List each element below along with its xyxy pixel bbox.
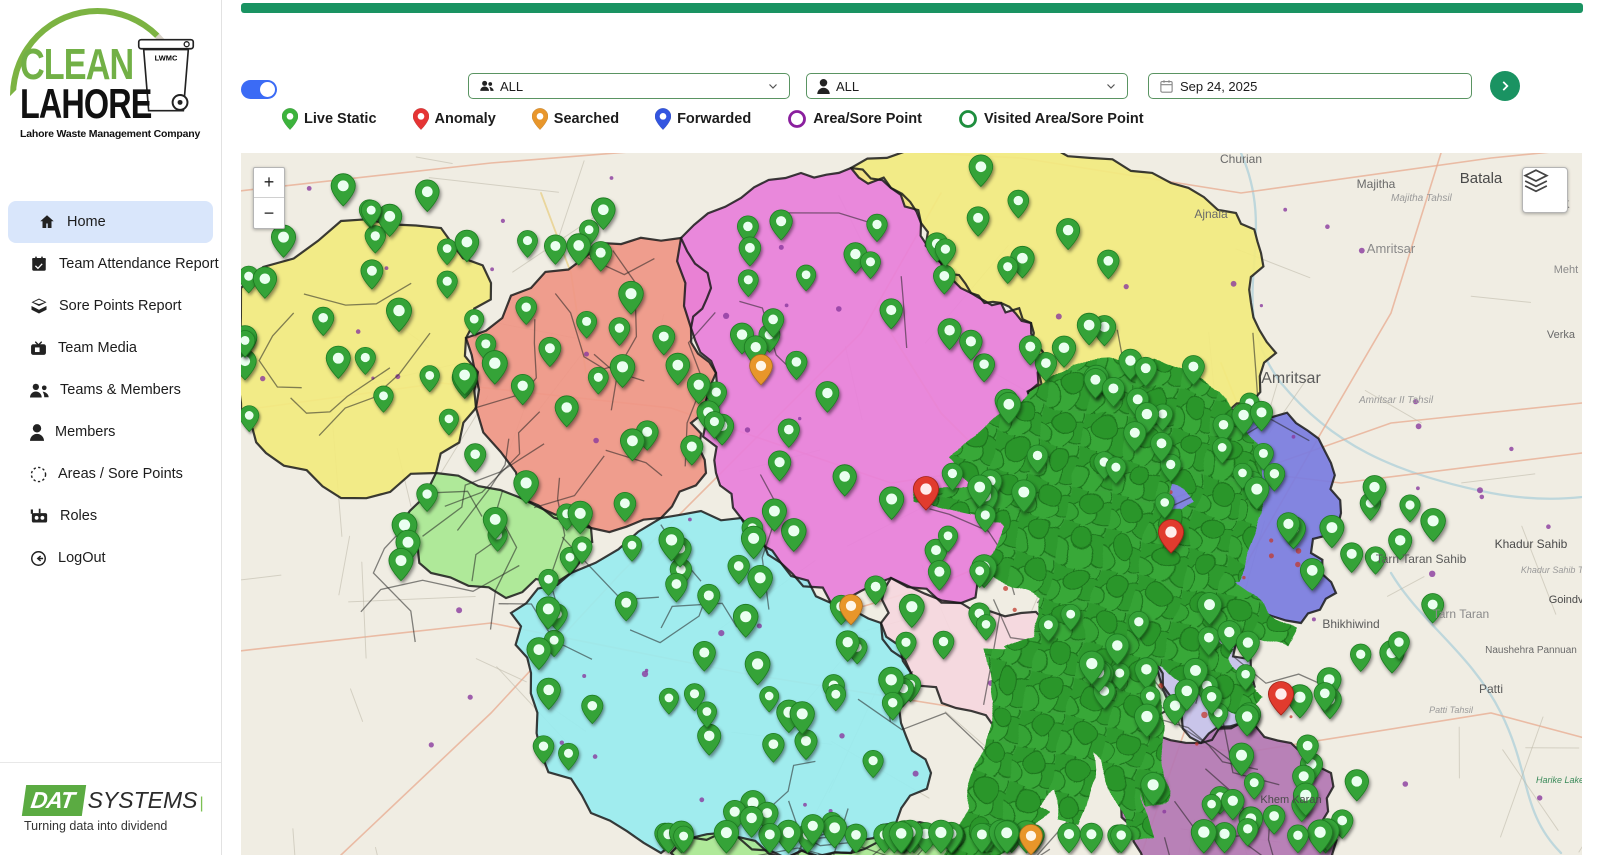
svg-text:Majitha Tahsil: Majitha Tahsil <box>1391 193 1453 204</box>
svg-text:Ajnala: Ajnala <box>1194 207 1228 221</box>
svg-text:Verka: Verka <box>1547 329 1576 341</box>
svg-text:Amritsar: Amritsar <box>1367 241 1416 256</box>
svg-text:Goindval Sahib: Goindval Sahib <box>1549 594 1582 606</box>
svg-text:Harike Lake WLS: Harike Lake WLS <box>1536 775 1582 785</box>
svg-text:Patti: Patti <box>1479 682 1503 696</box>
svg-text:Majitha: Majitha <box>1357 177 1396 191</box>
svg-text:Tarn Taran Sahib: Tarn Taran Sahib <box>1376 552 1467 566</box>
svg-text:Churian: Churian <box>1220 153 1262 166</box>
svg-text:Khadur Sahib: Khadur Sahib <box>1495 537 1568 551</box>
svg-text:Amritsar: Amritsar <box>1261 370 1321 387</box>
svg-text:Batala: Batala <box>1460 170 1503 187</box>
svg-text:Naushehra Pannuan: Naushehra Pannuan <box>1485 645 1577 656</box>
svg-text:Khem Karan: Khem Karan <box>1260 794 1321 806</box>
svg-text:Meht: Meht <box>1554 264 1578 276</box>
svg-text:Tarn Taran: Tarn Taran <box>1433 607 1489 621</box>
svg-text:Patti Tahsil: Patti Tahsil <box>1429 705 1474 715</box>
svg-text:Bhikhiwind: Bhikhiwind <box>1322 617 1379 631</box>
svg-text:Khadur Sahib Tahsil: Khadur Sahib Tahsil <box>1521 565 1582 575</box>
svg-text:Amritsar II Tahsil: Amritsar II Tahsil <box>1358 395 1434 406</box>
